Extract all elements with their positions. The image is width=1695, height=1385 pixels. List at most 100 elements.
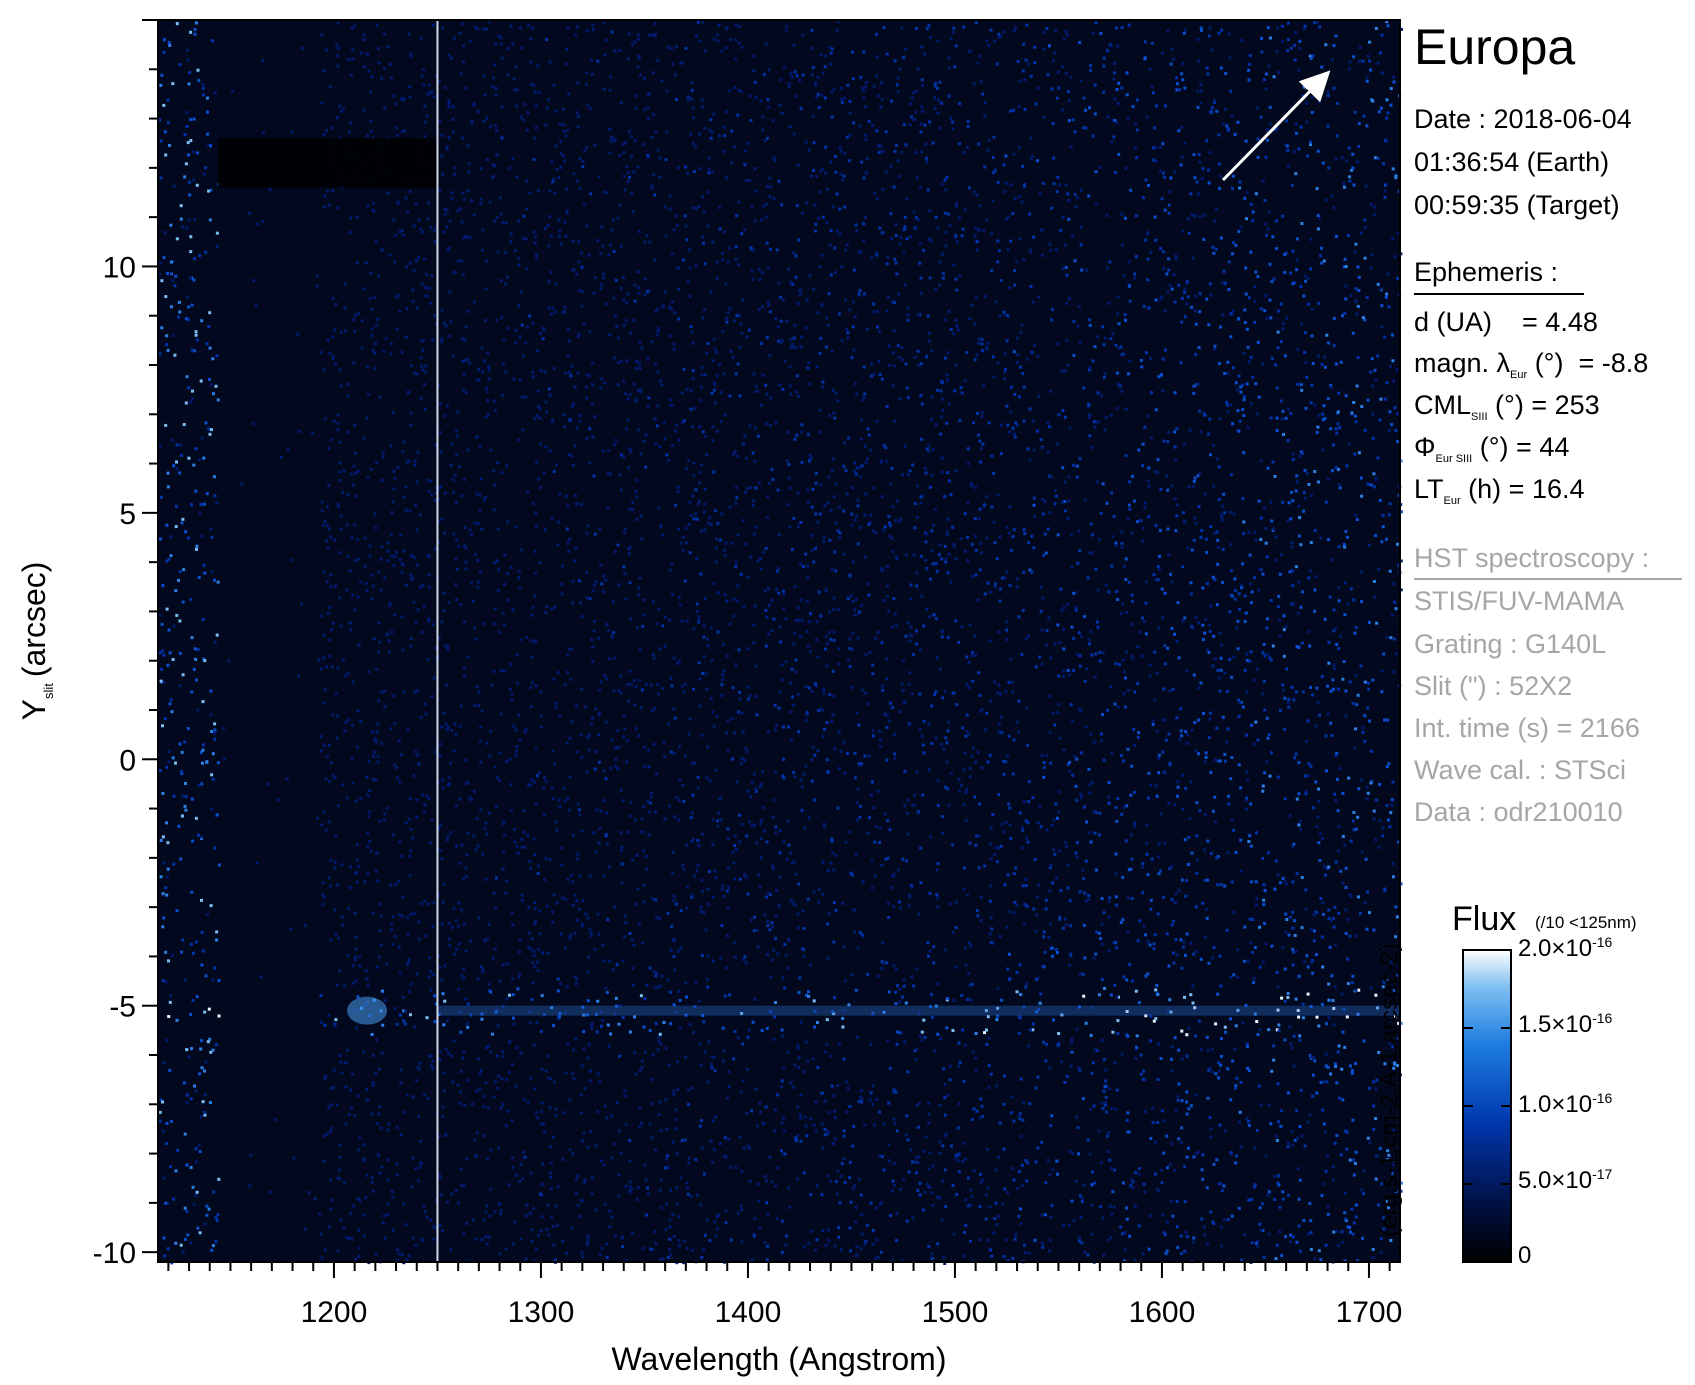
noise-pixel (1002, 1254, 1006, 1258)
noise-pixel (853, 930, 856, 934)
noise-pixel (405, 1093, 409, 1097)
noise-pixel (524, 1257, 528, 1261)
noise-pixel (993, 541, 997, 544)
noise-pixel (872, 84, 876, 88)
noise-pixel (957, 216, 961, 220)
noise-pixel (518, 26, 522, 30)
noise-pixel (850, 685, 854, 689)
noise-pixel (427, 975, 431, 979)
noise-pixel (1368, 1141, 1372, 1145)
noise-pixel (1257, 1084, 1261, 1088)
noise-pixel (562, 787, 566, 790)
noise-pixel (831, 669, 835, 673)
noise-pixel (993, 39, 996, 43)
noise-pixel (365, 1173, 369, 1177)
noise-pixel (1157, 375, 1161, 379)
noise-pixel (1324, 873, 1327, 877)
noise-pixel (925, 607, 929, 611)
noise-pixel (186, 536, 190, 540)
noise-pixel (440, 154, 444, 158)
noise-pixel (648, 810, 651, 814)
noise-pixel (445, 145, 449, 149)
noise-pixel (672, 939, 676, 943)
noise-pixel (1107, 590, 1111, 594)
noise-pixel (832, 411, 836, 415)
noise-pixel (1066, 669, 1070, 672)
noise-pixel (1206, 648, 1209, 652)
noise-pixel (637, 57, 641, 60)
noise-pixel (917, 218, 921, 222)
noise-pixel (1242, 395, 1246, 399)
noise-pixel (817, 900, 821, 904)
noise-pixel (551, 797, 555, 801)
noise-pixel (562, 130, 566, 133)
noise-pixel (690, 1086, 694, 1090)
noise-pixel (1347, 146, 1351, 150)
noise-pixel (1208, 151, 1212, 155)
noise-pixel (604, 720, 608, 724)
noise-pixel (610, 228, 614, 232)
noise-pixel (726, 866, 730, 870)
noise-pixel (322, 368, 326, 372)
noise-pixel (417, 1115, 421, 1119)
noise-pixel (1215, 109, 1219, 113)
noise-pixel (568, 537, 572, 541)
noise-pixel (382, 818, 386, 822)
noise-pixel (1037, 295, 1041, 299)
noise-pixel (364, 1196, 368, 1200)
noise-pixel (504, 282, 508, 286)
noise-pixel (643, 997, 647, 1001)
noise-pixel (440, 337, 444, 341)
noise-pixel (1326, 90, 1330, 94)
noise-pixel (1031, 419, 1035, 423)
noise-pixel (928, 209, 932, 213)
noise-pixel (934, 288, 937, 291)
noise-pixel (1070, 565, 1074, 569)
noise-pixel (793, 70, 797, 74)
noise-pixel (850, 356, 854, 360)
noise-pixel (451, 130, 455, 134)
noise-pixel (657, 916, 661, 920)
noise-pixel (993, 853, 997, 856)
noise-pixel (685, 906, 689, 910)
noise-pixel (728, 246, 732, 250)
noise-pixel (1064, 923, 1068, 927)
noise-pixel (898, 987, 902, 991)
noise-pixel (1020, 1163, 1024, 1167)
noise-pixel (1354, 626, 1358, 629)
noise-pixel (1319, 1258, 1323, 1262)
noise-pixel (195, 1160, 198, 1164)
noise-pixel (1204, 813, 1207, 816)
noise-pixel (1032, 546, 1036, 550)
noise-pixel (1203, 492, 1207, 496)
noise-pixel (440, 133, 444, 137)
noise-pixel (766, 515, 770, 519)
noise-pixel (1264, 293, 1268, 297)
noise-pixel (1091, 533, 1094, 537)
noise-pixel (877, 144, 881, 148)
noise-pixel (895, 1239, 898, 1242)
noise-pixel (411, 1156, 415, 1160)
noise-pixel (592, 831, 596, 835)
noise-pixel (1191, 1001, 1195, 1005)
noise-pixel (746, 487, 750, 491)
noise-pixel (526, 111, 530, 115)
noise-pixel (1120, 546, 1124, 550)
noise-pixel (359, 51, 363, 55)
noise-pixel (837, 312, 841, 316)
noise-pixel (889, 164, 893, 168)
noise-pixel (924, 156, 928, 160)
noise-pixel (443, 491, 447, 495)
noise-pixel (912, 984, 916, 988)
noise-pixel (700, 1256, 704, 1259)
noise-pixel (691, 341, 695, 345)
noise-pixel (997, 683, 1001, 687)
noise-pixel (353, 955, 357, 959)
noise-pixel (575, 25, 579, 29)
noise-pixel (407, 32, 411, 36)
noise-pixel (799, 430, 803, 434)
noise-pixel (1254, 192, 1258, 196)
noise-pixel (659, 1188, 662, 1192)
noise-pixel (1237, 592, 1241, 596)
noise-pixel (658, 647, 662, 651)
